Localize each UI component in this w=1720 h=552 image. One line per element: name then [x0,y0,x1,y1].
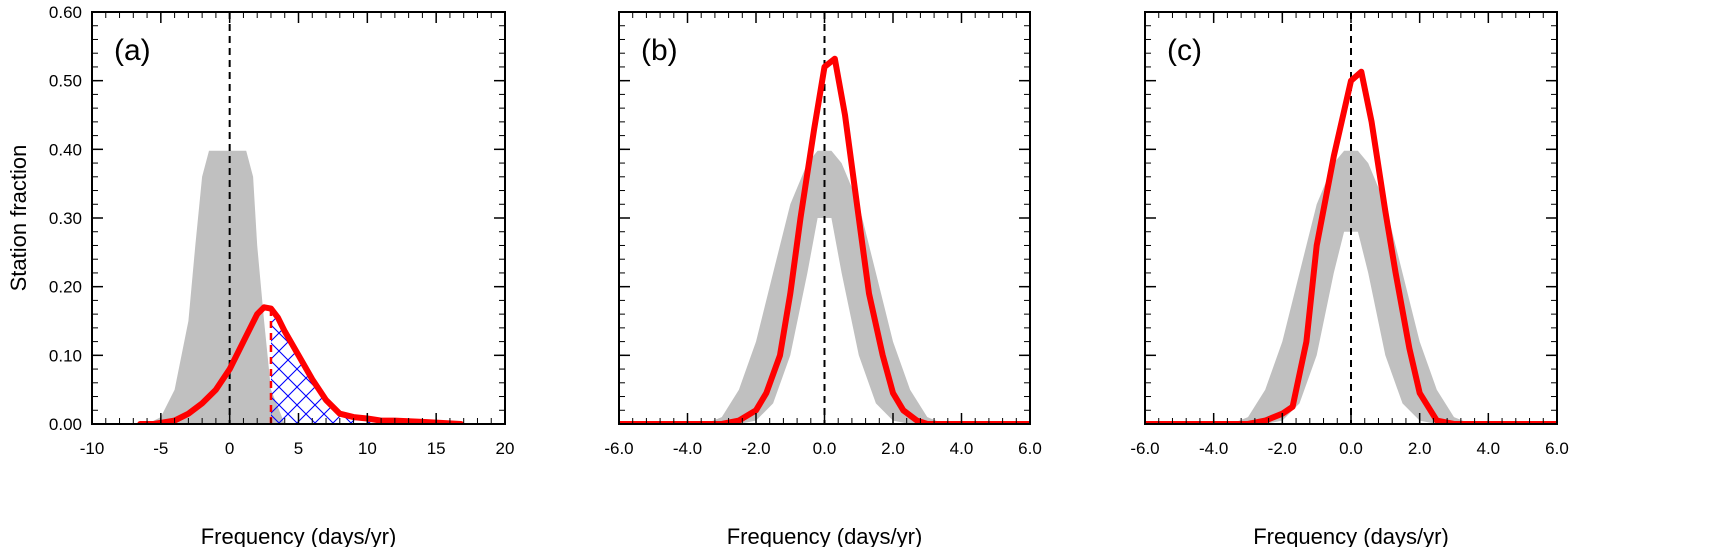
x-tick-label: 0.0 [1339,439,1363,458]
x-tick-label: 2.0 [1408,439,1432,458]
series-line-observed [1145,68,1557,424]
panel-label: (c) [1167,34,1202,67]
x-tick-label: -2.0 [1268,439,1297,458]
plot-area [137,12,464,424]
chart-panel-a: -10 -5 0 5 10 15 20 0.00 0.10 0.20 0.30 0.40 0.50 0.6… [49,3,515,549]
y-tick-label: 0.20 [49,278,82,297]
x-tick-label: -4.0 [673,439,702,458]
chart-panels: -10 -5 0 5 10 15 20 0.00 0.10 0.20 0.30 0.40 0.50 0.6… [49,3,1569,549]
x-axis-title: Frequency (days/yr) [727,524,923,547]
plot-area [1145,12,1557,424]
x-tick-label: 2.0 [881,439,905,458]
x-tick-label: 15 [427,439,446,458]
envelope-band [147,150,313,424]
envelope-band [619,150,1030,424]
x-axis-title: Frequency (days/yr) [1253,524,1449,547]
y-axis-title: Station fraction [6,145,31,292]
y-tick-label: 0.40 [49,140,82,159]
x-axis-title: Frequency (days/yr) [201,524,397,547]
x-tick-label: -5 [153,439,168,458]
x-tick-label: -6.0 [604,439,633,458]
y-tick-label: 0.50 [49,72,82,91]
x-tick-label: 4.0 [950,439,974,458]
x-tick-label: 6.0 [1018,439,1042,458]
x-tick-label: -10 [80,439,105,458]
x-tick-label: 0 [225,439,234,458]
panel-label: (a) [114,34,151,67]
x-tick-label: 6.0 [1545,439,1569,458]
y-tick-label: 0.30 [49,209,82,228]
exceedance-hatch [271,308,461,424]
x-tick-label: -6.0 [1130,439,1159,458]
y-tick-label: 0.10 [49,346,82,365]
x-tick-label: 4.0 [1477,439,1501,458]
panel-label: (b) [641,34,678,67]
x-tick-label: -2.0 [741,439,770,458]
plot-area [619,12,1030,424]
x-tick-label: 10 [358,439,377,458]
x-tick-label: 0.0 [813,439,837,458]
x-tick-label: 20 [496,439,515,458]
envelope-band [1145,150,1557,424]
x-tick-label: -4.0 [1199,439,1228,458]
chart-panel-b: -6.0 -4.0 -2.0 0.0 2.0 4.0 6.0 (b) Frequency (da… [604,11,1042,549]
y-tick-label: 0.00 [49,415,82,434]
x-tick-label: 5 [294,439,303,458]
y-tick-label: 0.60 [49,3,82,22]
series-line-observed [619,55,1030,424]
chart-panel-c: -6.0 -4.0 -2.0 0.0 2.0 4.0 6.0 (c) Frequency (da… [1130,11,1569,549]
